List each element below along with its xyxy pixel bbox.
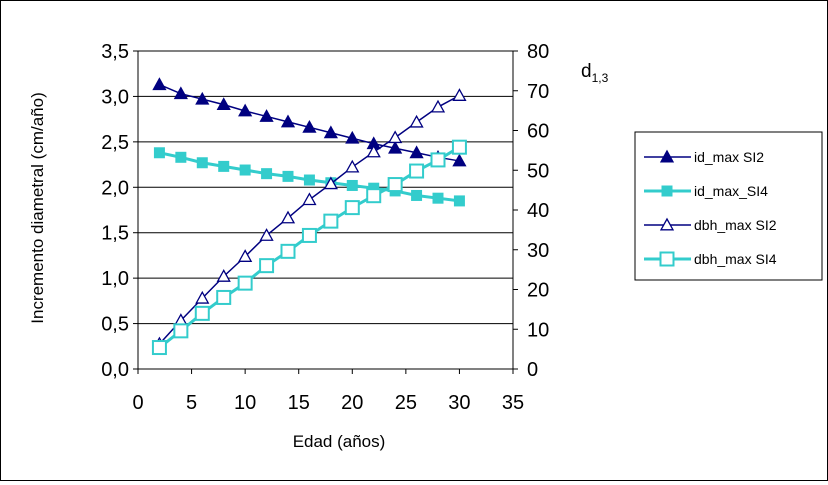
data-point bbox=[238, 249, 253, 262]
y-axis-title: Incremento diametral (cm/año) bbox=[28, 92, 47, 323]
data-point bbox=[237, 275, 253, 291]
y2-tick-label: 60 bbox=[527, 121, 549, 143]
data-point bbox=[259, 228, 274, 241]
data-point bbox=[452, 88, 467, 101]
legend-label: dbh_max SI4 bbox=[694, 251, 777, 267]
data-point bbox=[153, 147, 165, 159]
data-point bbox=[280, 114, 296, 128]
data-point bbox=[216, 97, 231, 111]
data-point bbox=[451, 139, 467, 155]
data-point bbox=[659, 149, 675, 163]
data-point bbox=[216, 289, 232, 305]
data-point bbox=[195, 91, 210, 105]
series-0 bbox=[152, 77, 467, 167]
data-point bbox=[152, 77, 167, 91]
series-3 bbox=[151, 139, 467, 356]
data-point bbox=[344, 200, 360, 216]
data-point bbox=[411, 189, 423, 201]
data-point bbox=[303, 174, 315, 186]
data-point bbox=[430, 99, 446, 113]
data-point bbox=[388, 140, 403, 154]
legend-label: id_max SI2 bbox=[694, 149, 764, 165]
data-point bbox=[238, 103, 253, 117]
data-point bbox=[323, 125, 338, 139]
data-point bbox=[301, 227, 317, 243]
data-point bbox=[661, 185, 673, 197]
data-point bbox=[346, 179, 358, 191]
data-point bbox=[282, 170, 294, 182]
data-point bbox=[302, 192, 317, 206]
y2-axis-title: d1,3 bbox=[581, 61, 609, 85]
data-point bbox=[432, 192, 444, 204]
x-tick-label: 10 bbox=[234, 392, 256, 414]
data-point bbox=[452, 153, 467, 167]
data-point bbox=[173, 323, 189, 339]
data-point bbox=[175, 151, 187, 163]
data-point bbox=[302, 119, 317, 133]
y2-axis-title-sub: 1,3 bbox=[592, 71, 609, 85]
y2-tick-label: 40 bbox=[527, 200, 549, 222]
x-tick-label: 20 bbox=[341, 392, 363, 414]
y2-tick-label: 50 bbox=[527, 160, 549, 182]
tick-labels: 0,00,51,01,52,02,53,03,50102030405060708… bbox=[101, 41, 549, 414]
y2-axis-title-main: d bbox=[581, 61, 592, 82]
x-tick-label: 30 bbox=[448, 392, 470, 414]
data-point bbox=[323, 213, 339, 229]
data-point bbox=[194, 305, 210, 321]
data-point bbox=[387, 177, 403, 193]
data-point bbox=[280, 243, 296, 259]
data-point bbox=[323, 176, 338, 190]
y2-tick-label: 30 bbox=[527, 240, 549, 262]
y-tick-label: 1,5 bbox=[101, 223, 129, 245]
y2-tick-label: 80 bbox=[527, 41, 549, 63]
data-point bbox=[366, 144, 381, 158]
data-point bbox=[195, 290, 210, 304]
y-tick-label: 3,5 bbox=[101, 41, 129, 63]
data-point bbox=[259, 258, 275, 274]
data-point bbox=[259, 109, 274, 122]
data-point bbox=[216, 269, 231, 282]
data-point bbox=[430, 152, 446, 168]
legend-label: id_max_SI4 bbox=[694, 183, 768, 199]
y2-tick-label: 20 bbox=[527, 280, 549, 302]
x-axis-title: Edad (años) bbox=[293, 432, 386, 451]
y-tick-label: 3,0 bbox=[101, 86, 129, 108]
data-point bbox=[345, 159, 360, 173]
data-point bbox=[151, 340, 167, 356]
y2-tick-label: 0 bbox=[527, 359, 538, 381]
data-point bbox=[409, 163, 425, 179]
data-point bbox=[280, 210, 296, 224]
data-point bbox=[453, 195, 465, 207]
data-point bbox=[388, 130, 403, 144]
y2-tick-label: 10 bbox=[527, 319, 549, 341]
data-point bbox=[196, 157, 208, 169]
x-tick-label: 25 bbox=[395, 392, 417, 414]
axes bbox=[133, 50, 518, 374]
data-point bbox=[345, 130, 360, 144]
y-tick-label: 2,5 bbox=[101, 132, 129, 154]
data-point bbox=[218, 160, 230, 172]
x-tick-label: 0 bbox=[132, 392, 143, 414]
x-tick-label: 35 bbox=[502, 392, 524, 414]
y2-tick-label: 70 bbox=[527, 81, 549, 103]
x-tick-label: 5 bbox=[186, 392, 197, 414]
y-tick-label: 2,0 bbox=[101, 177, 129, 199]
y-tick-label: 0,0 bbox=[101, 359, 129, 381]
data-point bbox=[409, 114, 424, 128]
series-group bbox=[151, 77, 467, 356]
data-point bbox=[409, 145, 424, 159]
y-tick-label: 0,5 bbox=[101, 314, 129, 336]
x-tick-label: 15 bbox=[288, 392, 310, 414]
legend-label: dbh_max SI2 bbox=[694, 217, 777, 233]
legend: id_max SI2 id_max_SI4 dbh_max SI2 dbh_max S… bbox=[634, 131, 823, 281]
data-point bbox=[659, 217, 675, 231]
y-tick-label: 1,0 bbox=[101, 268, 129, 290]
data-point bbox=[173, 86, 188, 100]
data-point bbox=[261, 168, 273, 180]
data-point bbox=[239, 164, 251, 176]
data-point bbox=[366, 188, 382, 204]
data-point bbox=[659, 251, 675, 267]
